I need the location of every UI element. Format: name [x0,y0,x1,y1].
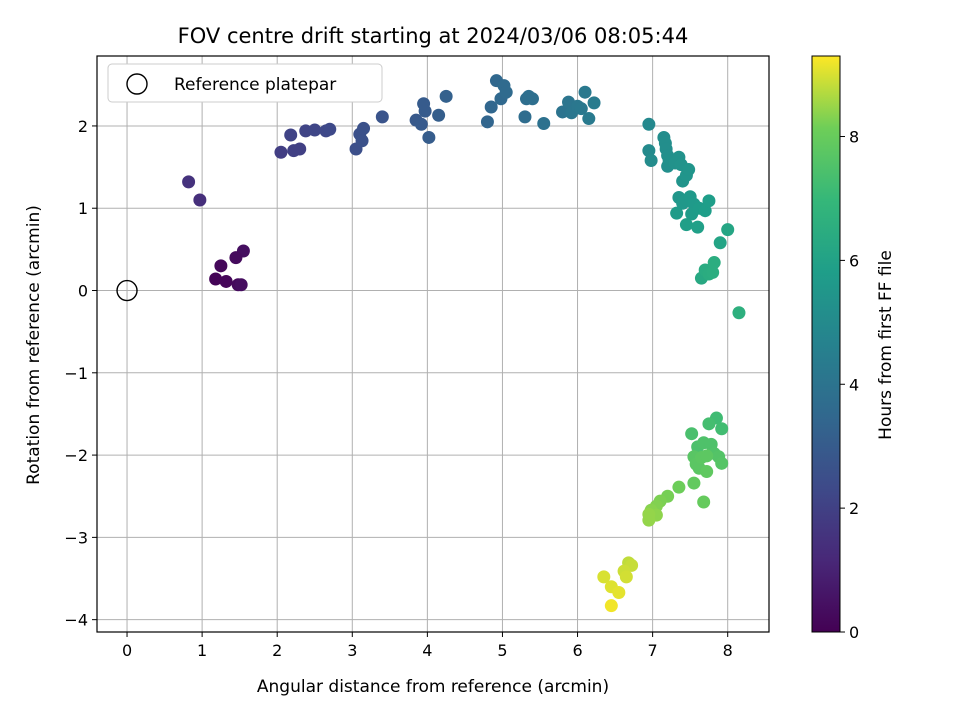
chart-title: FOV centre drift starting at 2024/03/06 … [178,24,689,48]
y-tick-label: −1 [64,364,88,383]
y-tick-label: −3 [64,528,88,547]
data-point [182,175,196,189]
colorbar-tick-label: 4 [849,375,859,394]
y-tick-label: −4 [64,611,88,630]
data-point [274,145,288,159]
data-point [518,110,532,124]
data-point [702,417,716,431]
y-tick-label: 1 [78,199,88,218]
legend: Reference platepar [107,63,383,103]
colorbar [811,55,841,633]
legend-label-reference: Reference platepar [174,75,336,95]
x-tick-label: 4 [422,641,432,660]
data-point [670,206,684,220]
x-tick-label: 3 [347,641,357,660]
data-point [293,142,307,156]
data-point [642,144,656,158]
plot-frame [96,55,770,633]
x-axis-label: Angular distance from reference (arcmin) [257,677,609,697]
data-point [422,130,436,144]
colorbar-tick-label: 8 [849,128,859,147]
data-point [582,112,596,126]
colorbar-ticks: 0 2 4 6 8 [840,128,859,642]
data-point [702,194,716,208]
data-point [525,92,539,106]
data-point [713,236,727,250]
data-point [432,108,446,122]
data-point [209,272,223,286]
data-point [357,121,371,135]
data-point [619,570,633,584]
data-point [698,204,712,218]
data-point [687,476,701,490]
data-point [685,427,699,441]
x-tick-label: 2 [272,641,282,660]
data-point [672,480,686,494]
data-point [679,218,693,232]
data-point [721,223,735,237]
x-tick-label: 5 [497,641,507,660]
colorbar-tick-label: 0 [849,623,859,642]
data-point [439,89,453,103]
data-point [323,122,337,136]
data-point [691,220,705,234]
legend-box [107,63,383,103]
colorbar-tick-label: 2 [849,499,859,518]
data-point [700,449,714,463]
x-tick-label: 0 [122,641,132,660]
data-point [284,128,298,142]
data-point [644,154,658,168]
x-tick-label: 7 [648,641,658,660]
y-tick-label: 0 [78,282,88,301]
colorbar-label: Hours from first FF file [876,250,896,440]
data-point [418,104,432,118]
y-axis-label: Rotation from reference (arcmin) [24,205,44,485]
reference-marker [116,279,138,302]
data-point [587,96,601,110]
points-layer [116,74,746,613]
data-point [229,251,243,265]
data-point [642,507,656,521]
data-point [193,193,207,207]
data-point [375,110,389,124]
x-ticks: 0 1 2 3 4 5 6 7 8 [122,632,733,660]
legend-marker-reference [126,73,148,95]
data-point [597,570,611,584]
data-point [682,163,696,177]
data-point [414,117,428,131]
data-point [537,116,551,130]
data-point [642,117,656,131]
data-point [480,115,494,129]
data-point [715,456,729,470]
data-point [355,134,369,148]
data-point [732,306,746,320]
data-point [499,85,513,99]
data-point [715,422,729,436]
colorbar-tick-label: 6 [849,251,859,270]
data-point [308,123,322,137]
data-point [604,599,618,613]
x-tick-label: 1 [197,641,207,660]
data-point [700,465,714,479]
grid [97,56,769,632]
data-point [484,100,498,114]
data-point [219,274,233,288]
data-point [214,259,228,273]
data-point [574,102,588,116]
data-point [234,278,248,292]
data-point [707,256,721,270]
x-tick-label: 6 [572,641,582,660]
x-tick-label: 8 [723,641,733,660]
data-point [612,586,626,600]
y-ticks: −4 −3 −2 −1 0 1 2 [64,117,97,630]
data-point [578,85,592,99]
y-tick-label: −2 [64,446,88,465]
y-tick-label: 2 [78,117,88,136]
data-point [706,265,720,279]
data-point [697,495,711,509]
